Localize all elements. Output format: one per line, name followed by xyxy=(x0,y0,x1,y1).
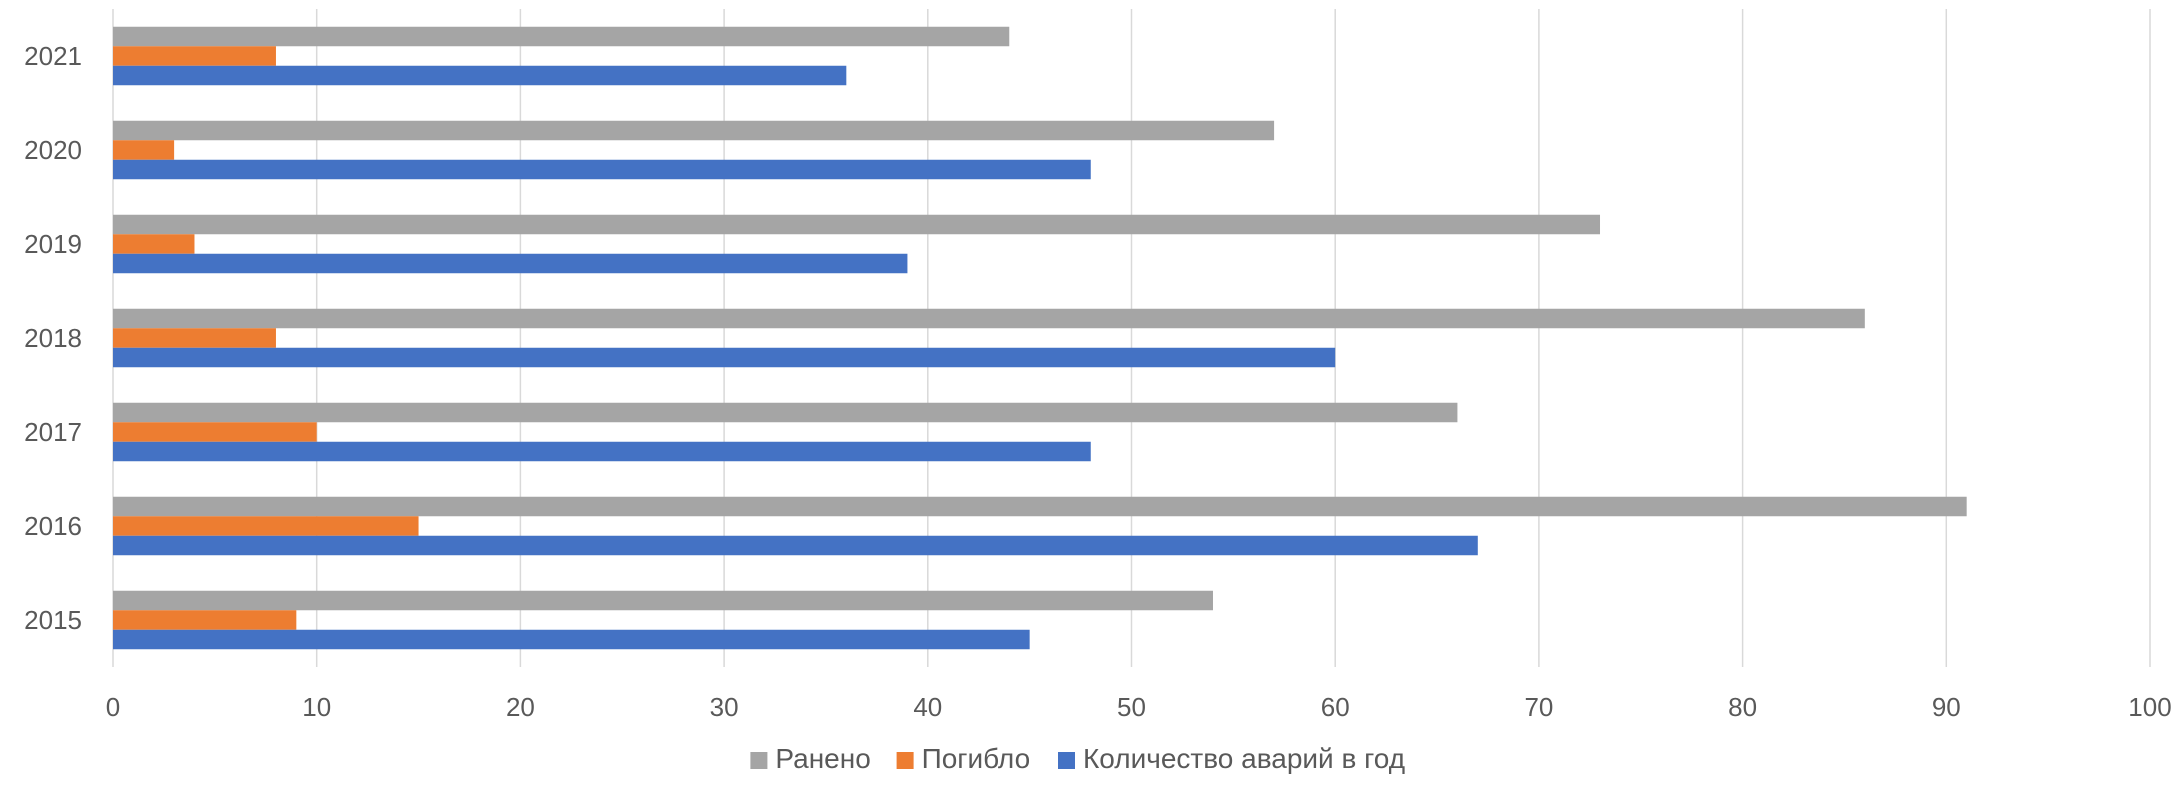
legend-label-2: Погибло xyxy=(922,743,1031,774)
bar-2018-series-3 xyxy=(113,347,1336,368)
x-tick-label: 90 xyxy=(1932,692,1961,722)
y-category-label: 2018 xyxy=(24,323,82,353)
x-tick-label: 70 xyxy=(1524,692,1553,722)
legend: Ранено Погибло Количество аварий в год xyxy=(750,743,1405,774)
y-category-label: 2017 xyxy=(24,417,82,447)
bar-2018-series-1 xyxy=(113,308,1865,329)
legend-swatch-2 xyxy=(896,752,914,769)
bar-2015-series-1 xyxy=(113,590,1213,611)
bar-2019-series-2 xyxy=(113,234,195,254)
bar-2017-series-3 xyxy=(113,441,1091,462)
y-axis-category-labels: 2015 2016 2017 2018 2019 2020 2021 xyxy=(24,41,82,635)
y-category-label: 2019 xyxy=(24,229,82,259)
legend-swatch-3 xyxy=(1058,752,1075,769)
bar-2021-series-3 xyxy=(113,65,847,86)
bar-2015-series-3 xyxy=(113,629,1030,650)
x-axis-tick-labels: 0 10 20 30 40 50 60 70 80 90 100 xyxy=(106,692,2172,722)
bar-2020-series-2 xyxy=(113,140,175,160)
bar-2019-series-1 xyxy=(113,214,1601,235)
legend-swatch-1 xyxy=(750,752,768,769)
bar-2017-series-2 xyxy=(113,422,317,442)
bar-2016-series-3 xyxy=(113,535,1478,556)
gridlines xyxy=(112,9,2151,667)
x-tick-label: 40 xyxy=(913,692,942,722)
bar-2020-series-3 xyxy=(113,159,1091,180)
y-category-label: 2016 xyxy=(24,511,82,541)
bar-2016-series-2 xyxy=(113,516,419,536)
x-tick-label: 80 xyxy=(1728,692,1757,722)
bars xyxy=(113,26,1967,650)
bar-2017-series-1 xyxy=(113,402,1458,423)
x-tick-label: 60 xyxy=(1321,692,1350,722)
bar-2018-series-2 xyxy=(113,328,276,348)
x-tick-label: 30 xyxy=(710,692,739,722)
bar-2020-series-1 xyxy=(113,120,1275,141)
x-tick-label: 100 xyxy=(2128,692,2171,722)
bar-2015-series-2 xyxy=(113,610,297,630)
legend-label-1: Ранено xyxy=(775,743,870,774)
x-tick-label: 0 xyxy=(106,692,120,722)
bar-2019-series-3 xyxy=(113,253,908,274)
bar-2021-series-2 xyxy=(113,46,276,66)
legend-label-3: Количество аварий в год xyxy=(1083,743,1405,774)
x-tick-label: 50 xyxy=(1117,692,1146,722)
x-tick-label: 20 xyxy=(506,692,535,722)
y-category-label: 2015 xyxy=(24,605,82,635)
x-tick-label: 10 xyxy=(302,692,331,722)
bar-2021-series-1 xyxy=(113,26,1010,47)
y-category-label: 2020 xyxy=(24,135,82,165)
bar-2016-series-1 xyxy=(113,496,1967,517)
y-category-label: 2021 xyxy=(24,41,82,71)
